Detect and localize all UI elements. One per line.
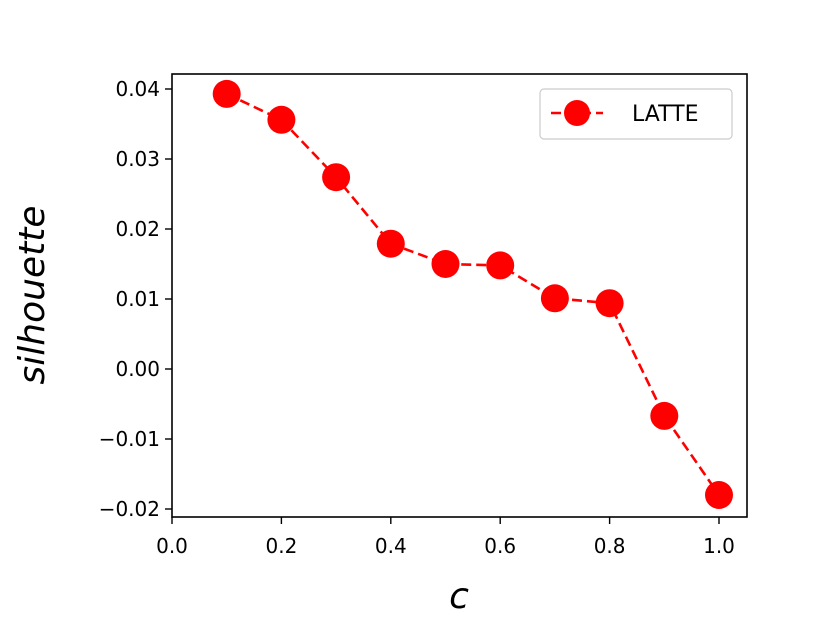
x-tick-label: 0.2 [265, 534, 297, 558]
x-tick-label: 0.0 [156, 534, 188, 558]
data-point [322, 163, 351, 192]
x-tick-label: 0.6 [484, 534, 516, 558]
y-tick-label: 0.02 [115, 217, 160, 241]
data-point [431, 250, 460, 278]
y-tick-label: 0.03 [115, 147, 160, 171]
y-tick-label: 0.01 [115, 287, 160, 311]
series-layer [212, 79, 733, 509]
y-axis-ticks: 0.04 0.03 0.02 0.01 0.00 −0.01 −0.02 [99, 77, 172, 521]
legend-label: LATTE [632, 102, 699, 127]
y-tick-label: −0.01 [99, 427, 160, 451]
data-point [540, 284, 569, 313]
legend: LATTE [539, 88, 733, 140]
x-axis-ticks: 0.0 0.2 0.4 0.6 0.8 1.0 [156, 517, 735, 558]
x-axis-label: c [449, 576, 469, 617]
data-point [595, 289, 624, 318]
data-point [486, 251, 515, 280]
y-tick-label: 0.04 [115, 77, 160, 101]
data-point [376, 229, 405, 258]
plot-area [171, 73, 748, 518]
x-tick-label: 0.4 [375, 534, 407, 558]
data-point [705, 481, 733, 509]
data-point [212, 79, 241, 108]
y-tick-label: 0.00 [115, 357, 160, 381]
y-tick-label: −0.02 [99, 497, 160, 521]
x-tick-label: 0.8 [594, 534, 626, 558]
data-point [650, 401, 679, 430]
data-point [267, 105, 296, 134]
y-axis-label: silhouette [12, 206, 53, 385]
x-tick-label: 1.0 [703, 534, 735, 558]
legend-box [539, 88, 733, 140]
legend-marker [564, 100, 590, 126]
